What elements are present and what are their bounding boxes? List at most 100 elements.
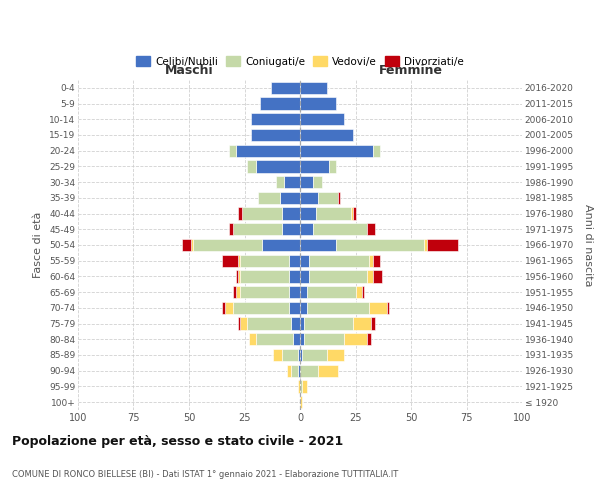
Bar xyxy=(300,396,302,408)
Bar xyxy=(300,208,316,220)
Bar xyxy=(304,318,353,330)
Bar xyxy=(236,144,300,157)
Bar xyxy=(240,286,289,298)
Bar xyxy=(284,176,300,188)
Bar xyxy=(344,333,367,345)
Bar xyxy=(300,113,344,126)
Bar xyxy=(373,144,380,157)
Bar xyxy=(223,254,238,267)
Bar xyxy=(300,98,335,110)
Bar xyxy=(300,380,302,392)
Bar xyxy=(300,82,326,94)
Bar xyxy=(300,270,309,282)
Bar xyxy=(300,349,302,361)
Bar xyxy=(300,144,373,157)
Bar xyxy=(300,129,353,141)
Bar xyxy=(318,364,338,377)
Bar xyxy=(260,98,300,110)
Bar xyxy=(256,160,300,172)
Bar xyxy=(371,318,376,330)
Bar xyxy=(300,192,318,204)
Bar xyxy=(289,270,300,282)
Bar xyxy=(307,286,355,298)
Bar xyxy=(282,208,300,220)
Bar xyxy=(262,239,300,251)
Bar xyxy=(282,223,300,235)
Bar xyxy=(289,286,300,298)
Bar xyxy=(238,318,240,330)
Bar xyxy=(353,318,371,330)
Bar xyxy=(367,270,373,282)
Bar xyxy=(280,192,300,204)
Bar xyxy=(251,113,300,126)
Bar xyxy=(298,349,300,361)
Y-axis label: Fasce di età: Fasce di età xyxy=(34,212,43,278)
Bar xyxy=(302,349,326,361)
Bar xyxy=(326,349,344,361)
Bar xyxy=(309,270,367,282)
Y-axis label: Anni di nascita: Anni di nascita xyxy=(583,204,593,286)
Bar xyxy=(274,349,282,361)
Bar xyxy=(238,208,242,220)
Bar xyxy=(249,333,256,345)
Bar xyxy=(229,223,233,235)
Bar xyxy=(282,349,298,361)
Bar xyxy=(369,302,386,314)
Bar xyxy=(233,286,236,298)
Bar xyxy=(247,318,291,330)
Bar xyxy=(427,239,458,251)
Bar xyxy=(338,192,340,204)
Text: Maschi: Maschi xyxy=(164,64,214,76)
Bar xyxy=(298,380,300,392)
Bar xyxy=(300,254,309,267)
Bar xyxy=(300,286,307,298)
Bar xyxy=(242,208,282,220)
Bar xyxy=(236,286,240,298)
Bar xyxy=(271,82,300,94)
Bar xyxy=(222,302,224,314)
Bar xyxy=(291,318,300,330)
Bar xyxy=(300,176,313,188)
Bar xyxy=(316,208,351,220)
Bar xyxy=(247,160,256,172)
Bar xyxy=(309,254,369,267)
Bar xyxy=(233,223,282,235)
Bar xyxy=(313,223,367,235)
Legend: Celibi/Nubili, Coniugati/e, Vedovi/e, Divorziati/e: Celibi/Nubili, Coniugati/e, Vedovi/e, Di… xyxy=(132,52,468,71)
Bar xyxy=(307,302,369,314)
Text: Femmine: Femmine xyxy=(379,64,443,76)
Bar xyxy=(362,286,364,298)
Bar xyxy=(236,270,238,282)
Bar xyxy=(293,333,300,345)
Bar xyxy=(335,239,424,251)
Bar xyxy=(275,176,284,188)
Bar xyxy=(258,192,280,204)
Bar xyxy=(367,223,376,235)
Bar xyxy=(240,318,247,330)
Bar xyxy=(329,160,335,172)
Bar xyxy=(287,364,291,377)
Bar xyxy=(318,192,338,204)
Bar xyxy=(300,239,335,251)
Bar xyxy=(251,129,300,141)
Bar xyxy=(300,318,304,330)
Bar xyxy=(369,254,373,267)
Bar xyxy=(240,254,289,267)
Bar xyxy=(229,144,236,157)
Bar xyxy=(351,208,353,220)
Bar xyxy=(386,302,389,314)
Bar xyxy=(191,239,193,251)
Bar xyxy=(233,302,289,314)
Text: COMUNE DI RONCO BIELLESE (BI) - Dati ISTAT 1° gennaio 2021 - Elaborazione TUTTIT: COMUNE DI RONCO BIELLESE (BI) - Dati IST… xyxy=(12,470,398,479)
Bar xyxy=(300,160,329,172)
Bar xyxy=(353,208,355,220)
Bar xyxy=(373,254,380,267)
Bar xyxy=(240,270,289,282)
Bar xyxy=(300,223,313,235)
Bar xyxy=(302,380,307,392)
Bar xyxy=(224,302,233,314)
Bar xyxy=(289,254,300,267)
Bar xyxy=(238,254,240,267)
Bar xyxy=(291,364,298,377)
Bar xyxy=(289,302,300,314)
